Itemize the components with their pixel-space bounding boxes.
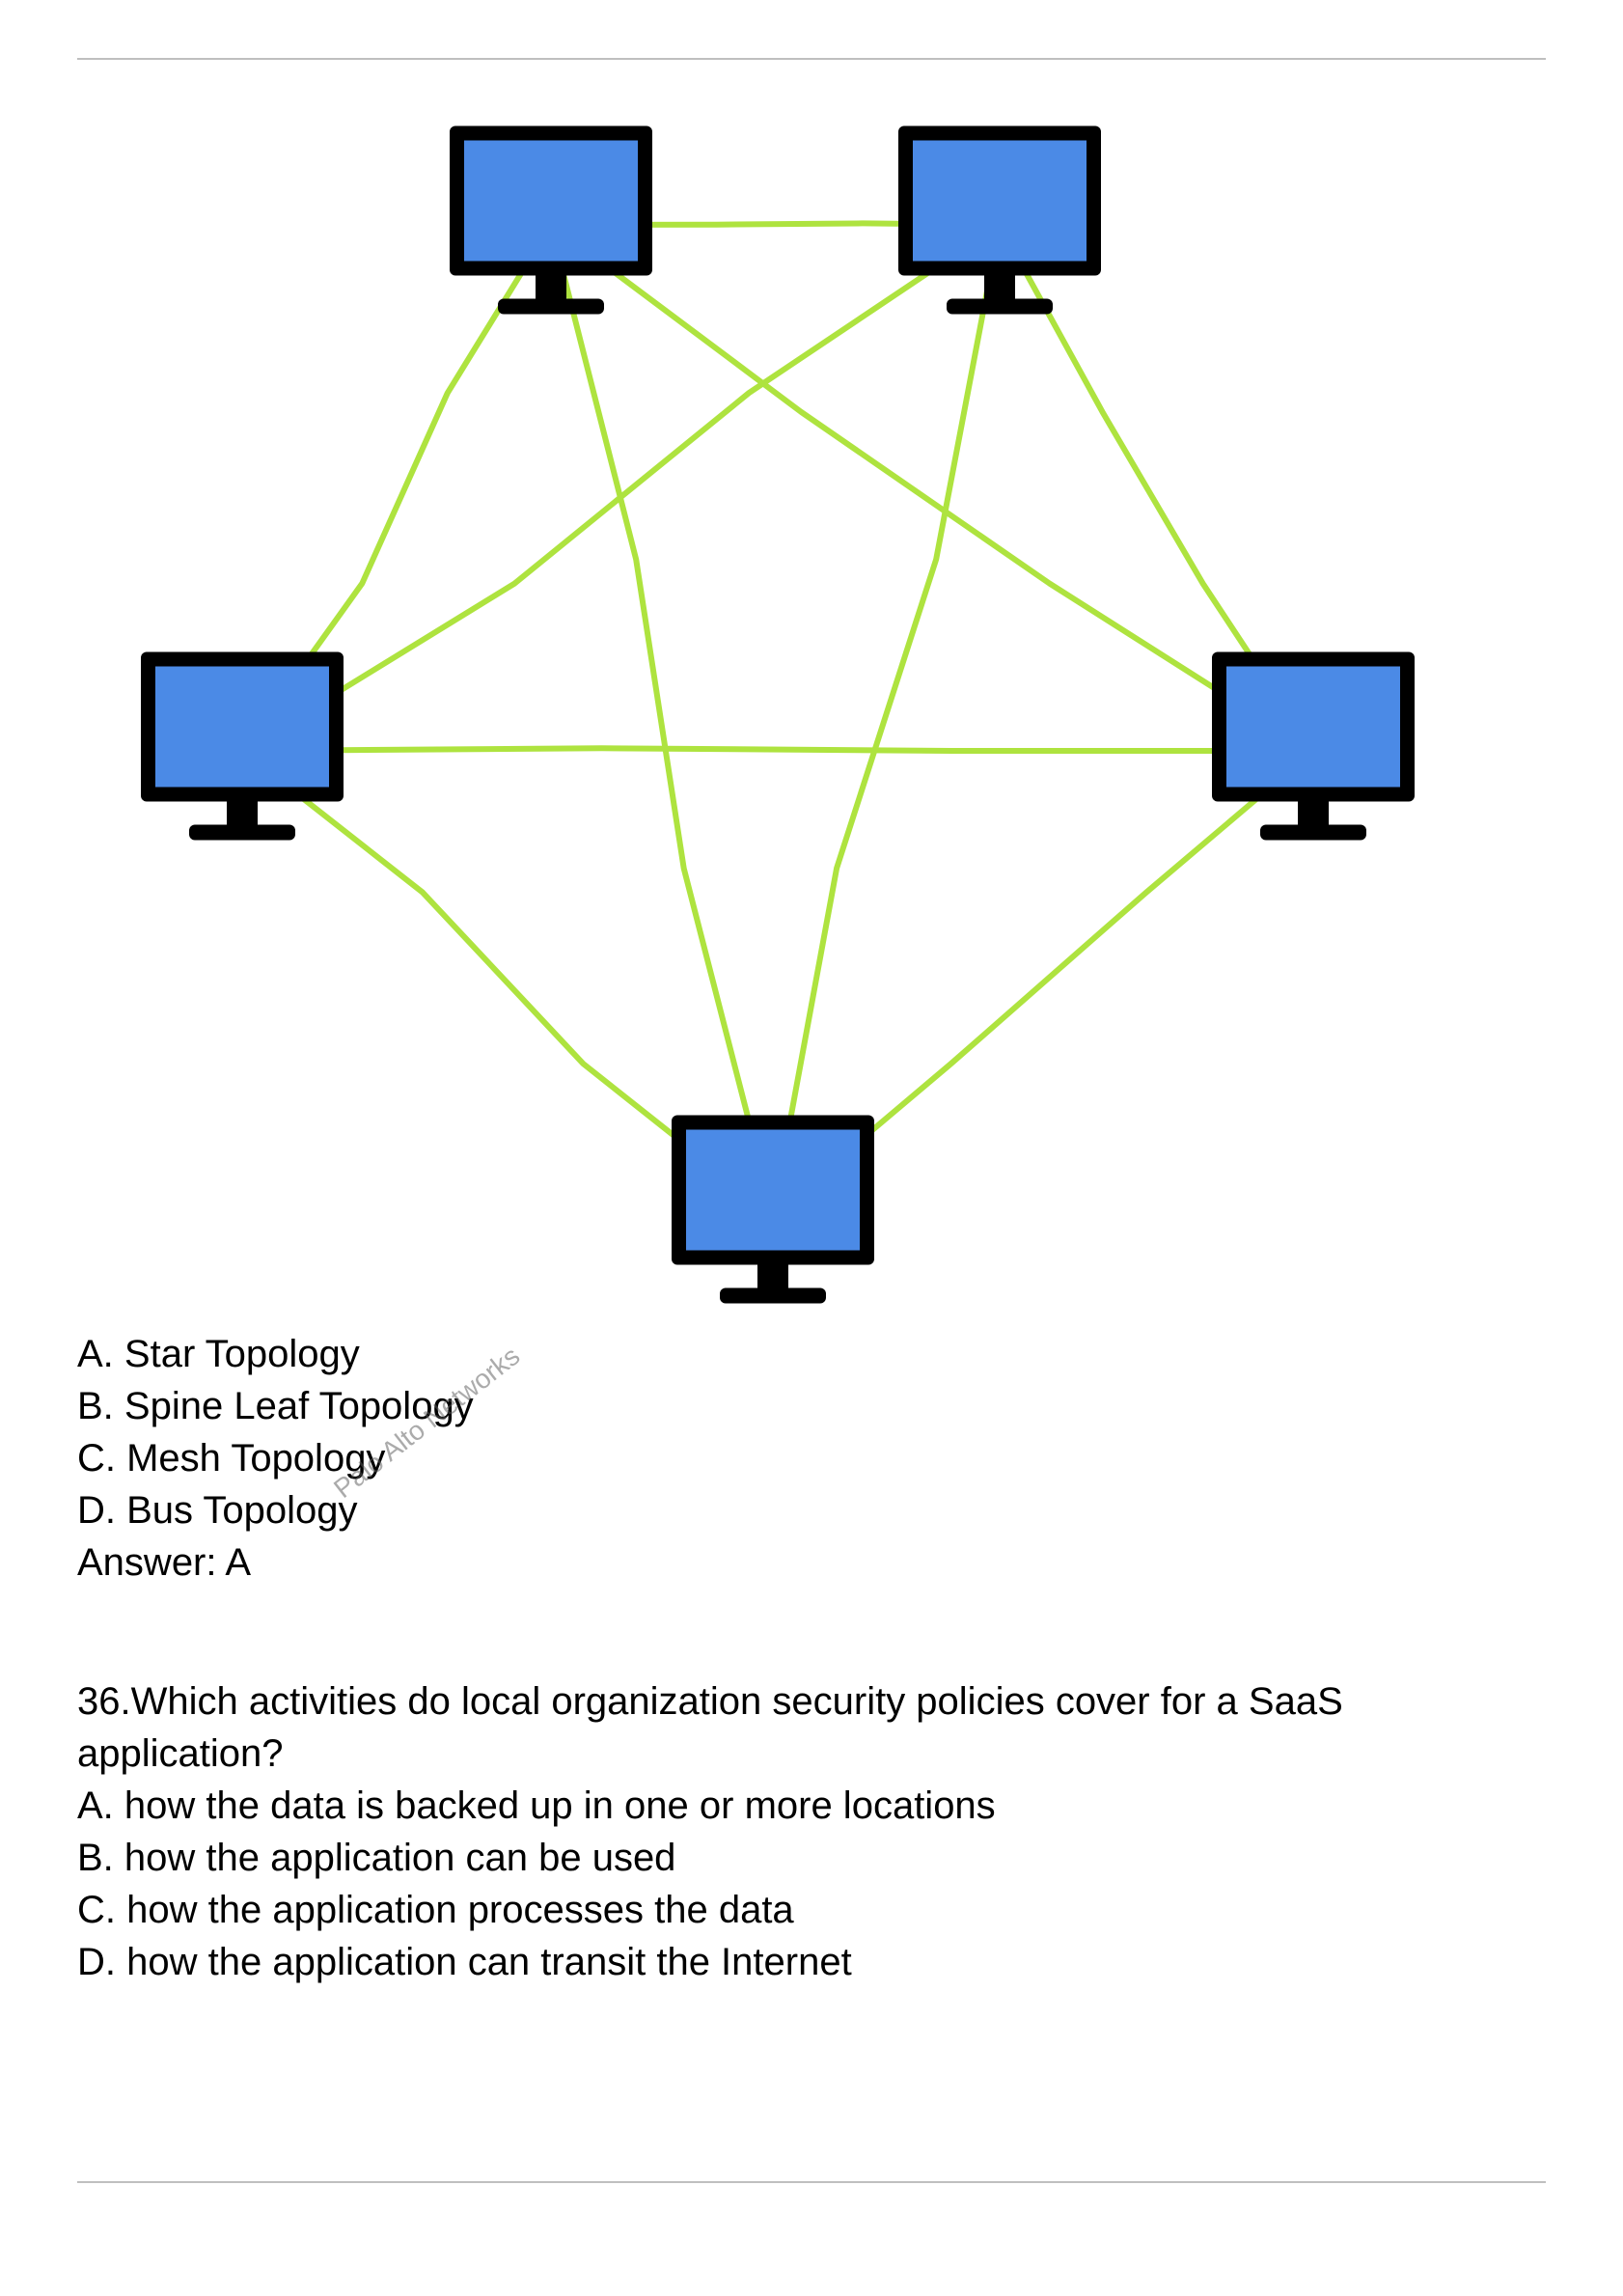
topology-edge bbox=[551, 225, 1313, 751]
q36-prompt: 36.Which activities do local organizatio… bbox=[77, 1675, 1546, 1780]
q36-option-a: A. how the data is backed up in one or m… bbox=[77, 1780, 1546, 1832]
q36-number: 36. bbox=[77, 1680, 131, 1723]
q36-option-b: B. how the application can be used bbox=[77, 1832, 1546, 1884]
monitor-icon bbox=[450, 126, 652, 315]
q35-answer: Answer: A bbox=[77, 1536, 1546, 1589]
q36: 36.Which activities do local organizatio… bbox=[77, 1675, 1546, 1988]
q36-option-d: D. how the application can transit the I… bbox=[77, 1936, 1546, 1988]
topology-svg bbox=[77, 66, 1546, 1320]
q35-options: A. Star Topology B. Spine Leaf Topology … bbox=[77, 1328, 1546, 1589]
page: Palo Alto Networks A. Star Topology B. S… bbox=[0, 0, 1623, 2241]
topology-diagram: Palo Alto Networks bbox=[77, 66, 1546, 1320]
q35-option-c: C. Mesh Topology bbox=[77, 1432, 1546, 1484]
q36-prompt-text: Which activities do local organization s… bbox=[77, 1680, 1343, 1775]
monitor-icon bbox=[898, 126, 1101, 315]
rule-bottom bbox=[77, 2181, 1546, 2183]
topology-edge bbox=[773, 225, 1000, 1214]
q35-option-a: A. Star Topology bbox=[77, 1328, 1546, 1380]
q36-option-c: C. how the application processes the dat… bbox=[77, 1884, 1546, 1936]
q35-option-d: D. Bus Topology bbox=[77, 1484, 1546, 1536]
rule-top bbox=[77, 58, 1546, 60]
spacer bbox=[77, 1988, 1546, 2181]
monitor-icon bbox=[141, 652, 344, 841]
topology-edge bbox=[242, 748, 1313, 751]
q35-option-b: B. Spine Leaf Topology bbox=[77, 1380, 1546, 1432]
topology-edge bbox=[242, 225, 1000, 751]
monitor-icon bbox=[672, 1116, 874, 1304]
